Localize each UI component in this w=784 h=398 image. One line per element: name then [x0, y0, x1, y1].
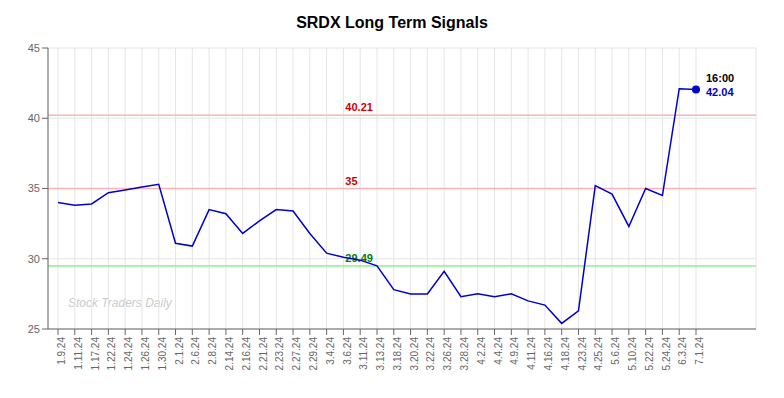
svg-text:4.16.24: 4.16.24 — [543, 337, 554, 371]
svg-text:2.29.24: 2.29.24 — [308, 337, 319, 371]
svg-text:4.4.24: 4.4.24 — [493, 337, 504, 365]
svg-text:3.13.24: 3.13.24 — [375, 337, 386, 371]
svg-text:3.6.24: 3.6.24 — [342, 337, 353, 365]
svg-text:45: 45 — [28, 42, 40, 54]
svg-text:2.8.24: 2.8.24 — [207, 337, 218, 365]
svg-text:35: 35 — [345, 175, 357, 187]
svg-text:5.22.24: 5.22.24 — [644, 337, 655, 371]
svg-text:1.17.24: 1.17.24 — [90, 337, 101, 371]
svg-text:5.24.24: 5.24.24 — [661, 337, 672, 371]
svg-text:4.18.24: 4.18.24 — [560, 337, 571, 371]
svg-text:2.14.24: 2.14.24 — [224, 337, 235, 371]
svg-text:2.16.24: 2.16.24 — [241, 337, 252, 371]
svg-text:40.21: 40.21 — [345, 101, 373, 113]
svg-text:25: 25 — [28, 323, 40, 335]
svg-text:1.26.24: 1.26.24 — [140, 337, 151, 371]
svg-text:29.49: 29.49 — [345, 251, 373, 264]
svg-text:1.30.24: 1.30.24 — [157, 337, 168, 371]
svg-text:16:00: 16:00 — [706, 72, 734, 84]
svg-text:3.22.24: 3.22.24 — [425, 337, 436, 371]
svg-text:5.10.24: 5.10.24 — [627, 337, 638, 371]
svg-text:3.18.24: 3.18.24 — [392, 337, 403, 371]
svg-text:2.27.24: 2.27.24 — [291, 337, 302, 371]
svg-text:6.3.24: 6.3.24 — [677, 337, 688, 365]
html-text:SRDX Long Term Signals: SRDX Long Term Signals — [296, 14, 488, 31]
svg-text:1.24.24: 1.24.24 — [123, 337, 134, 371]
svg-text:2.1.24: 2.1.24 — [174, 337, 185, 365]
svg-text:2.6.24: 2.6.24 — [190, 337, 201, 365]
svg-text:4.9.24: 4.9.24 — [509, 337, 520, 365]
svg-text:1.22.24: 1.22.24 — [106, 337, 117, 371]
svg-text:30: 30 — [28, 253, 40, 265]
svg-text:1.11.24: 1.11.24 — [73, 337, 84, 370]
svg-text:7.1.24: 7.1.24 — [694, 337, 705, 365]
svg-text:3.20.24: 3.20.24 — [409, 337, 420, 371]
svg-text:3.11.24: 3.11.24 — [358, 337, 369, 370]
svg-text:4.23.24: 4.23.24 — [577, 337, 588, 371]
svg-text:5.6.24: 5.6.24 — [610, 337, 621, 365]
svg-text:3.4.24: 3.4.24 — [325, 337, 336, 365]
svg-text:35: 35 — [28, 182, 40, 194]
html-text:Stock Traders Daily: Stock Traders Daily — [68, 296, 172, 310]
svg-text:2.21.24: 2.21.24 — [258, 337, 269, 371]
svg-text:2.23.24: 2.23.24 — [274, 337, 285, 371]
svg-text:4.11.24: 4.11.24 — [526, 337, 537, 370]
svg-text:3.28.24: 3.28.24 — [459, 337, 470, 371]
svg-text:42.04: 42.04 — [706, 86, 734, 98]
svg-text:4.25.24: 4.25.24 — [593, 337, 604, 371]
svg-text:4.2.24: 4.2.24 — [476, 337, 487, 365]
svg-text:40: 40 — [28, 112, 40, 124]
svg-text:3.26.24: 3.26.24 — [442, 337, 453, 371]
svg-text:1.9.24: 1.9.24 — [56, 337, 67, 365]
